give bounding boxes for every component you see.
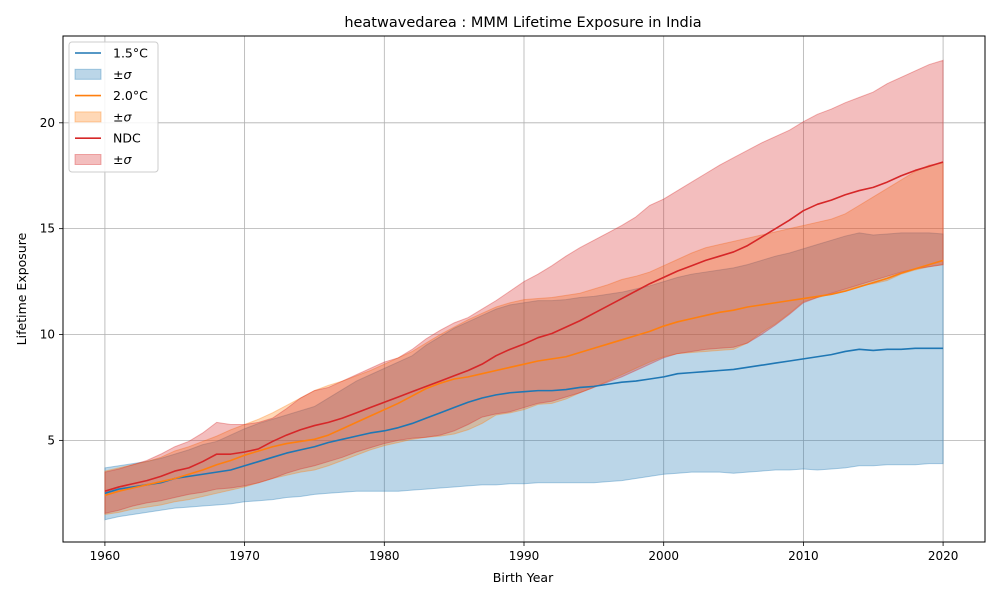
x-tick-label: 2000 xyxy=(648,549,679,563)
legend-label: NDC xyxy=(113,131,141,146)
y-tick-label: 10 xyxy=(40,328,55,342)
x-tick-label: 1980 xyxy=(369,549,400,563)
band-0 xyxy=(104,232,944,521)
x-tick-label: 1960 xyxy=(90,549,121,563)
series-lines xyxy=(104,161,944,497)
x-tick-label: 1970 xyxy=(229,549,260,563)
x-tick-label: 2020 xyxy=(928,549,959,563)
chart-title: heatwavedarea : MMM Lifetime Exposure in… xyxy=(344,15,701,31)
legend-swatch-band xyxy=(74,154,102,165)
legend-label: 2.0°C xyxy=(113,88,148,103)
x-axis-label: Birth Year xyxy=(493,570,554,585)
y-axis-ticks: 5 10 15 20 xyxy=(40,116,63,447)
legend-label: ±σ xyxy=(113,152,132,167)
series-line-1 xyxy=(104,259,944,497)
x-tick-label: 1990 xyxy=(509,549,540,563)
band-2 xyxy=(104,59,944,515)
legend-box xyxy=(68,41,159,173)
x-tick-label: 2010 xyxy=(788,549,819,563)
legend-label: 1.5°C xyxy=(113,46,148,61)
y-axis-label: Lifetime Exposure xyxy=(14,232,29,345)
series-line-2 xyxy=(104,161,944,492)
y-tick-label: 5 xyxy=(47,433,55,447)
error-bands xyxy=(104,59,944,521)
legend-swatch-band xyxy=(74,68,102,80)
legend-label: ±σ xyxy=(113,67,132,82)
legend-label: ±σ xyxy=(113,109,132,124)
grid xyxy=(63,36,985,542)
series-line-0 xyxy=(104,347,944,495)
band-1 xyxy=(104,162,944,516)
legend: 1.5°C ±σ 2.0°C ±σ NDC ±σ xyxy=(68,41,159,173)
y-tick-label: 20 xyxy=(40,116,55,130)
y-tick-label: 15 xyxy=(40,222,55,236)
legend-swatch-band xyxy=(74,111,102,123)
x-axis-ticks: 1960 1970 1980 1990 2000 2010 2020 xyxy=(90,542,959,563)
